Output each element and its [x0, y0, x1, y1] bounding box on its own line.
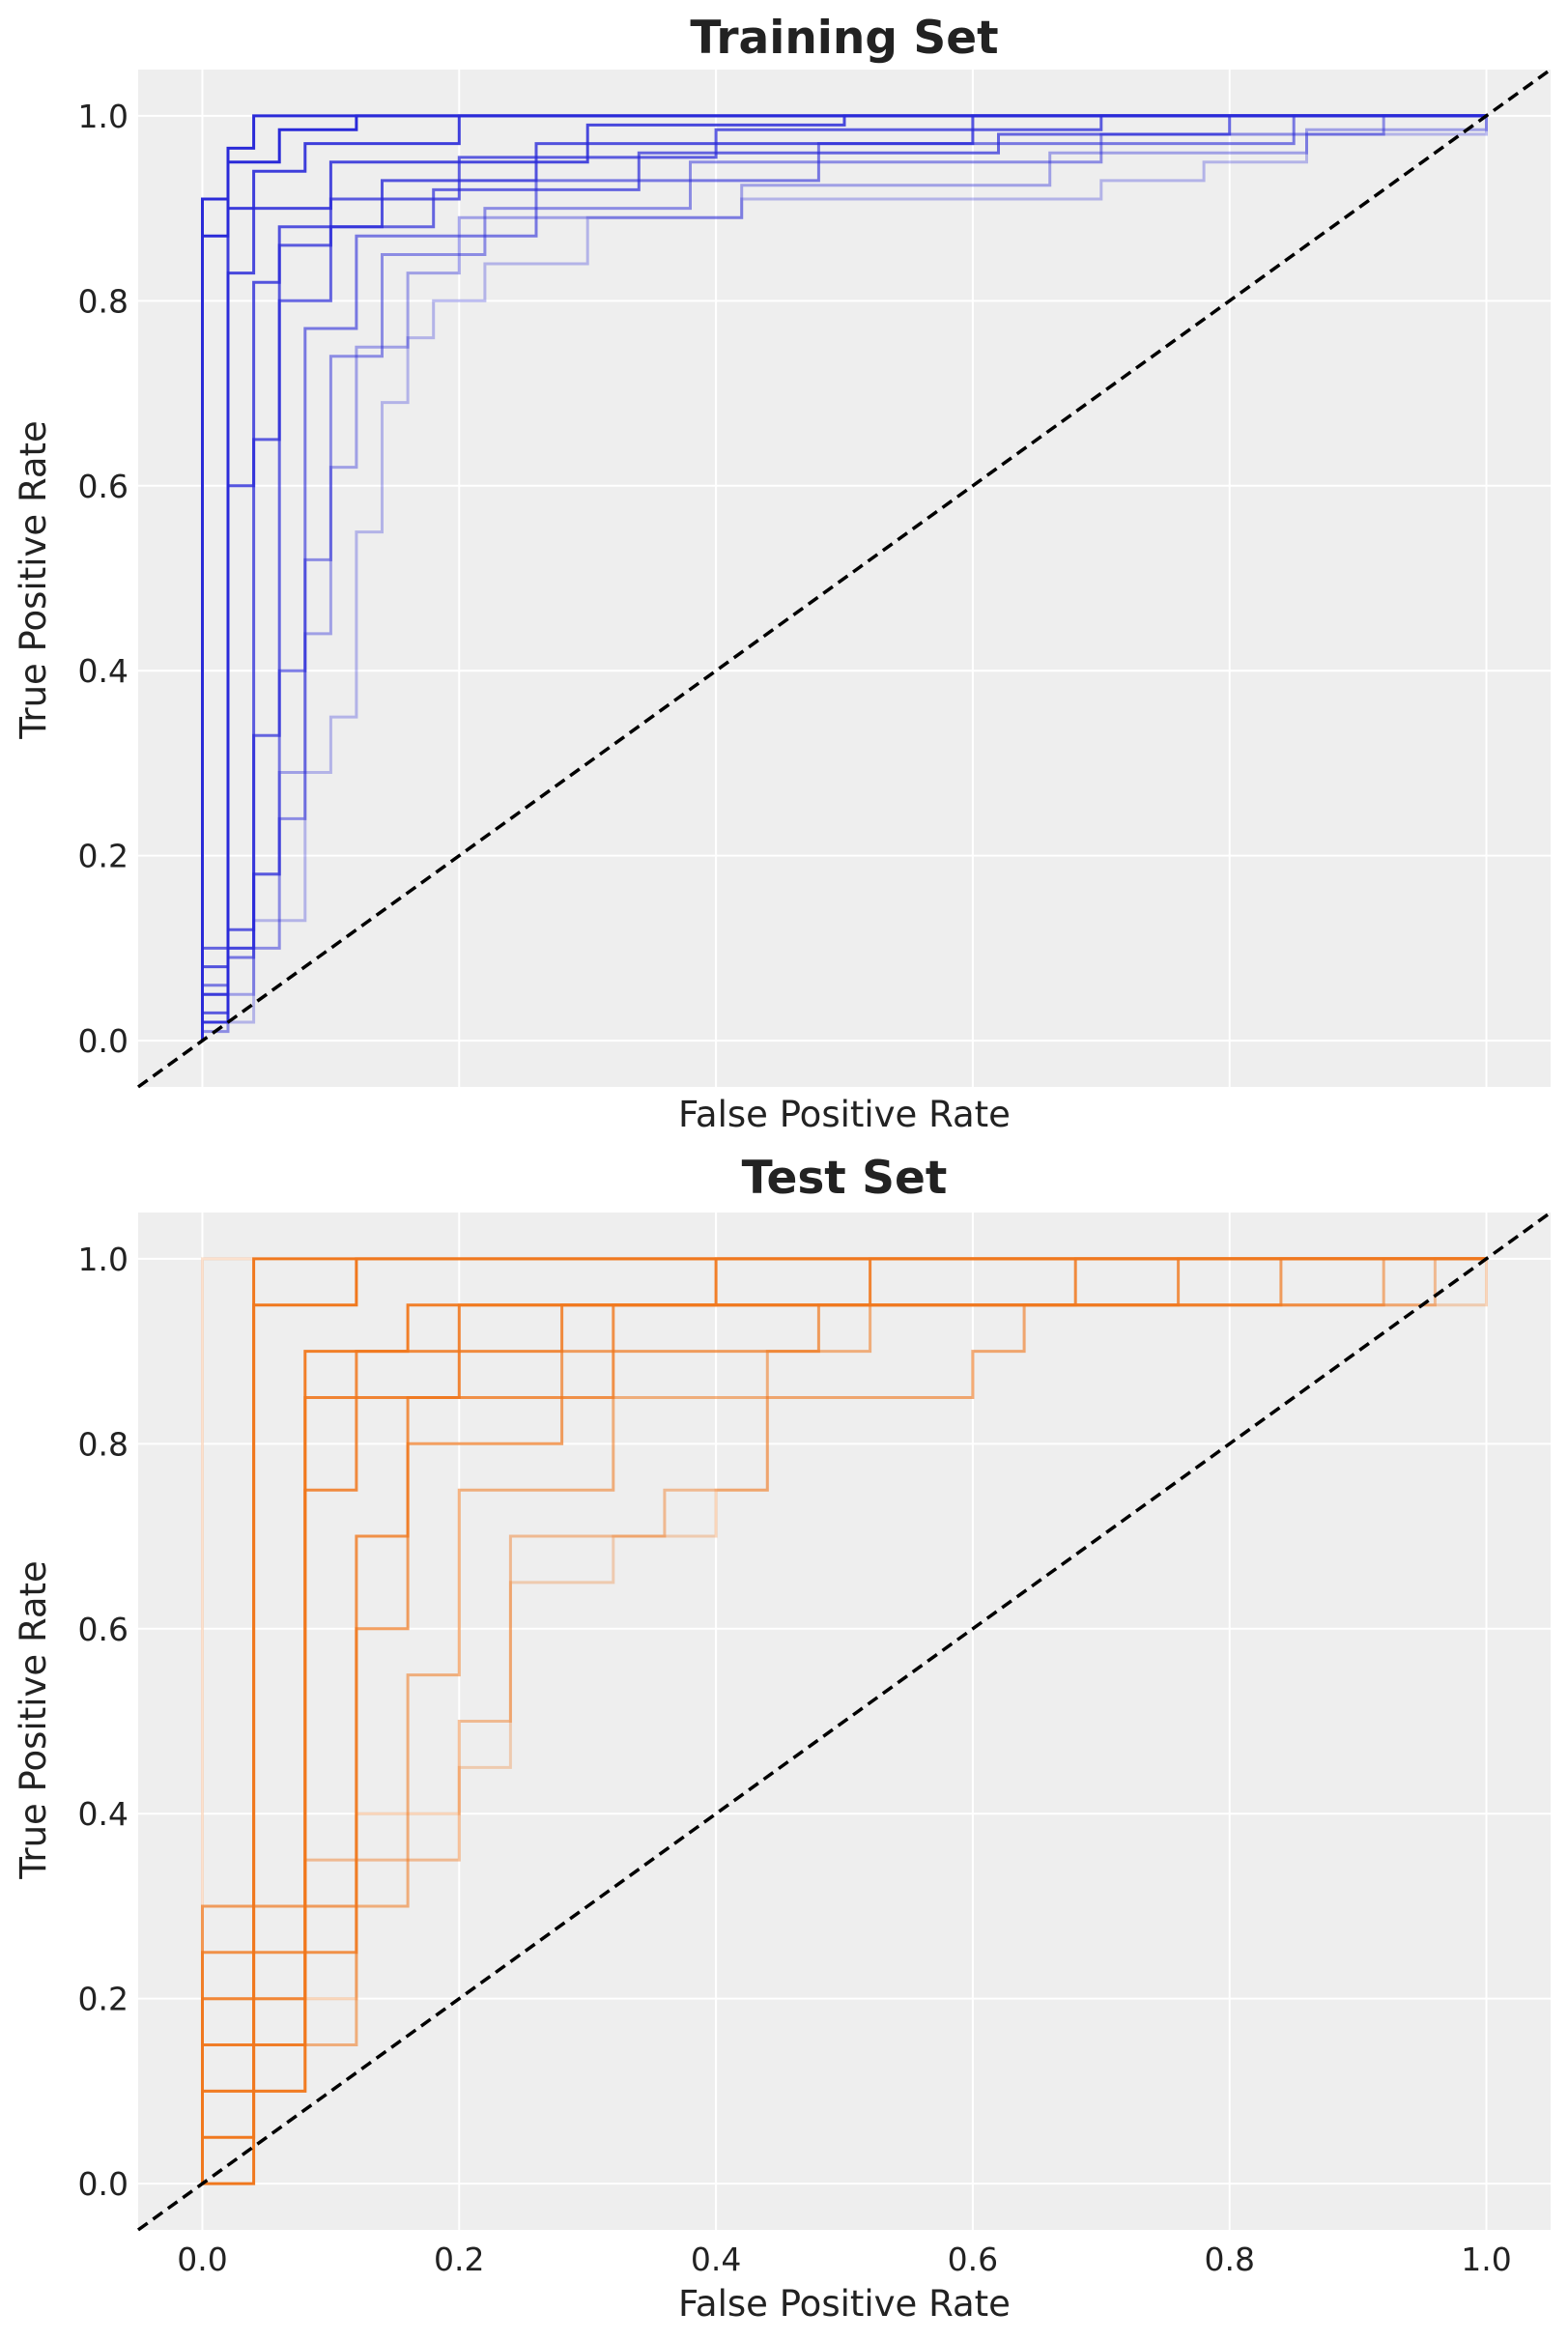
y-tick-label: 0.8 [78, 1425, 128, 1463]
roc-curves-training [201, 114, 1488, 1042]
chart-title: Training Set [690, 12, 998, 65]
x-tick-label: 0.8 [1204, 2241, 1254, 2278]
y-tick-label: 0.2 [78, 838, 128, 875]
y-axis-label: True Positive Rate [13, 420, 54, 740]
y-tick-label: 0.6 [78, 468, 128, 505]
x-tick-label: 0.0 [177, 2241, 227, 2278]
roc-curve-9 [201, 1258, 1488, 2184]
roc-curve-0 [201, 114, 1487, 1042]
roc-curves-test [201, 1257, 1488, 2185]
y-tick-label: 0.8 [78, 282, 128, 320]
gridlines [138, 70, 1551, 1087]
y-tick-label: 0.0 [78, 2165, 128, 2203]
y-tick-label: 0.6 [78, 1611, 128, 1648]
y-tick-label: 0.0 [78, 1022, 128, 1060]
test-set-panel: 0.0 0.2 0.4 0.6 0.8 1.0 0.0 0.2 0.4 0.6 0.8 1.0 Te… [13, 1152, 1553, 2325]
y-tick-label: 0.2 [78, 1981, 128, 2018]
x-axis-label: False Positive Rate [678, 2283, 1011, 2325]
y-tick-label: 0.4 [78, 652, 128, 690]
roc-curve-1 [202, 1257, 1487, 2185]
chart-title: Test Set [742, 1152, 948, 1205]
roc-curve-3 [201, 1257, 1487, 2184]
roc-curve-1 [201, 114, 1487, 1042]
y-tick-labels: 0.0 0.2 0.4 0.6 0.8 1.0 [78, 1241, 128, 2203]
x-tick-label: 0.6 [948, 2241, 998, 2278]
roc-curve-10 [201, 1257, 254, 2184]
x-axis-label: False Positive Rate [678, 1094, 1011, 1135]
roc-curve-2 [201, 1257, 1487, 2184]
y-tick-labels: 0.0 0.2 0.4 0.6 0.8 1.0 [78, 98, 128, 1060]
training-set-panel: 0.0 0.2 0.4 0.6 0.8 1.0 Training Set False Po… [13, 12, 1553, 1135]
y-tick-label: 1.0 [78, 1241, 128, 1278]
chance-diagonal-line [136, 1211, 1553, 2232]
chance-diagonal-line [136, 68, 1553, 1089]
roc-curve-2 [201, 114, 1487, 1042]
x-tick-label: 0.4 [691, 2241, 741, 2278]
x-tick-labels: 0.0 0.2 0.4 0.6 0.8 1.0 [177, 2241, 1512, 2278]
y-tick-label: 1.0 [78, 98, 128, 135]
x-tick-label: 0.2 [434, 2241, 484, 2278]
y-axis-label: True Positive Rate [13, 1560, 54, 1880]
x-tick-label: 1.0 [1461, 2241, 1511, 2278]
y-tick-label: 0.4 [78, 1795, 128, 1833]
